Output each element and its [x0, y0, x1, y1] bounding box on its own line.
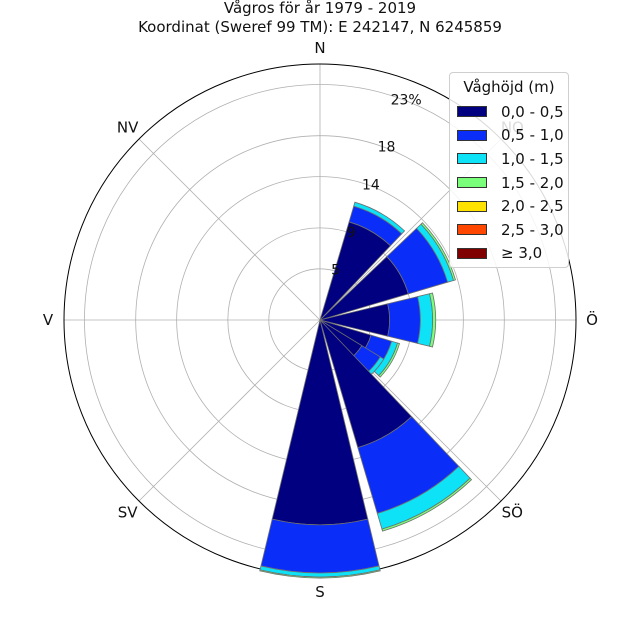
ring-tick-label: 5 [331, 263, 340, 279]
sector-bars [259, 201, 473, 579]
grid-spoke [138, 319, 321, 502]
legend-label: 0,0 - 0,5 [501, 102, 564, 121]
legend-swatch [457, 177, 487, 189]
direction-label: N [314, 39, 325, 57]
chart-title-line2: Koordinat (Sweref 99 TM): E 242147, N 62… [138, 18, 502, 36]
direction-label: Ö [586, 310, 598, 329]
sector-bar-segment [420, 222, 456, 281]
legend-swatch [457, 153, 487, 165]
legend-title: Våghöjd (m) [463, 78, 555, 96]
legend-entry: 2,5 - 3,0 [450, 218, 568, 242]
grid-spoke [138, 138, 321, 321]
sector-bar-segment [378, 342, 401, 378]
sector-bar-segment [259, 569, 381, 579]
ring-tick-label: 18 [378, 140, 396, 156]
legend-swatch [457, 247, 487, 259]
legend-label: 2,0 - 2,5 [501, 197, 564, 216]
legend-entry: 1,5 - 2,0 [450, 171, 568, 195]
direction-label: V [43, 311, 54, 329]
legend-entry: 1,0 - 1,5 [450, 147, 568, 171]
legend-entry: ≥ 3,0 [450, 242, 568, 266]
sector-bar-segment [381, 477, 473, 532]
sector-bar-segment [387, 296, 421, 344]
legend: Våghöjd (m) 0,0 - 0,5 0,5 - 1,0 1,0 - 1,5 1… [449, 72, 569, 268]
ring-tick-label: 14 [362, 178, 380, 194]
ring-tick-label: 9 [347, 225, 356, 241]
chart-title-line1: Vågros för år 1979 - 2019 [223, 0, 417, 17]
legend-swatch [457, 129, 487, 141]
ring-tick-label: 23% [391, 92, 422, 108]
sector-bar-segment [429, 292, 437, 348]
legend-entries: 0,0 - 0,5 0,5 - 1,0 1,0 - 1,5 1,5 - 2,0 2,0 … [450, 100, 568, 265]
legend-label: 1,0 - 1,5 [501, 149, 564, 168]
legend-label: 2,5 - 3,0 [501, 220, 564, 239]
legend-entry: 0,0 - 0,5 [450, 100, 568, 124]
legend-label: 1,5 - 2,0 [501, 173, 564, 192]
legend-swatch [457, 200, 487, 212]
chart-title: Vågros för år 1979 - 2019 Koordinat (Swe… [0, 0, 640, 37]
legend-swatch [457, 106, 487, 118]
legend-swatch [457, 224, 487, 236]
direction-label: SV [118, 503, 139, 521]
direction-label: NV [117, 119, 139, 137]
legend-label: ≥ 3,0 [501, 244, 543, 263]
legend-entry: 2,0 - 2,5 [450, 194, 568, 218]
direction-label: S [315, 583, 325, 601]
legend-entry: 0,5 - 1,0 [450, 124, 568, 148]
sector-bar-segment [260, 518, 380, 574]
direction-label: SÖ [502, 502, 523, 521]
legend-label: 0,5 - 1,0 [501, 126, 564, 145]
sector-bar-segment [353, 201, 406, 235]
